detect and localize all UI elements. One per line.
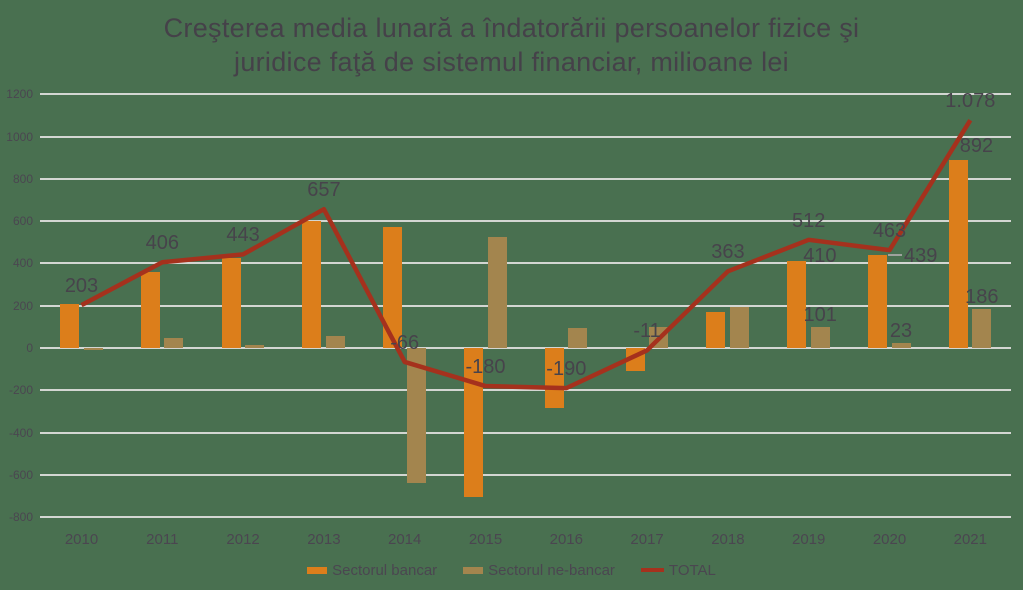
bar-sectorul-ne-bancar <box>568 327 588 348</box>
y-gridline <box>40 389 1011 392</box>
y-tick-label: -200 <box>8 383 33 398</box>
legend-label: Sectorul bancar <box>332 561 438 579</box>
total-label: -66 <box>390 331 420 354</box>
total-label: 463 <box>872 220 907 243</box>
total-label: 443 <box>226 224 260 247</box>
y-gridline <box>40 177 1011 180</box>
bar-label-bancar: 439 <box>904 245 938 268</box>
bar-sectorul-bancar <box>140 271 160 348</box>
x-tick-label: 2015 <box>468 531 503 548</box>
bar-sectorul-ne-bancar <box>325 335 345 348</box>
x-tick-label: 2017 <box>630 531 664 548</box>
total-label: 203 <box>64 275 99 298</box>
legend-swatch-rect <box>307 566 328 574</box>
y-tick-label: 600 <box>12 214 33 229</box>
legend-swatch-line <box>640 568 664 572</box>
bar-label-ne-bancar: 23 <box>889 320 913 343</box>
bar-sectorul-ne-bancar <box>245 344 265 348</box>
y-tick-label: -800 <box>8 510 33 525</box>
y-gridline <box>40 431 1011 434</box>
total-label: -180 <box>465 356 506 379</box>
y-tick-label: 0 <box>26 341 33 355</box>
bar-sectorul-bancar <box>706 312 726 348</box>
y-tick-label: -400 <box>8 425 33 440</box>
total-label: -11 <box>633 320 661 343</box>
bar-sectorul-ne-bancar <box>972 308 992 348</box>
y-tick-label: -600 <box>8 467 33 482</box>
x-tick-label: 2016 <box>549 531 583 548</box>
bar-sectorul-ne-bancar <box>83 348 103 350</box>
total-label: 406 <box>145 232 179 255</box>
legend-item-total: TOTAL <box>640 561 716 579</box>
legend-item-ne-bancar: Sectorul ne-bancar <box>463 562 615 579</box>
y-gridline <box>40 347 1011 349</box>
bar-sectorul-bancar <box>221 257 241 348</box>
y-tick-label: 200 <box>12 298 33 313</box>
x-tick-label: 2011 <box>146 531 179 548</box>
bar-sectorul-ne-bancar <box>810 326 830 348</box>
x-tick-label: 2010 <box>64 531 99 548</box>
bar-label-bancar: 892 <box>959 134 994 157</box>
bar-sectorul-bancar <box>625 348 645 372</box>
bar-label-bancar: 410 <box>803 245 837 268</box>
legend-item-bancar: Sectorul bancar <box>307 562 437 579</box>
bar-sectorul-bancar <box>302 221 322 348</box>
x-tick-label: 2014 <box>388 531 422 548</box>
y-gridline <box>40 93 1011 96</box>
y-gridline <box>40 262 1011 265</box>
label-leader-line <box>888 254 902 257</box>
chart-title: Creşterea media lunară a îndatorării per… <box>0 11 1023 79</box>
total-label: 512 <box>792 209 826 232</box>
bar-sectorul-ne-bancar <box>406 348 426 484</box>
bar-sectorul-ne-bancar <box>164 338 184 348</box>
x-tick-label: 2020 <box>872 531 907 548</box>
y-gridline <box>40 516 1011 519</box>
bar-label-ne-bancar: 101 <box>803 303 837 326</box>
total-label: 657 <box>307 179 341 202</box>
chart-title-line1: Creşterea media lunară a îndatorării per… <box>163 13 860 43</box>
bar-sectorul-bancar <box>60 303 79 348</box>
y-tick-label: 1200 <box>6 87 33 102</box>
bar-label-ne-bancar: 186 <box>965 285 999 308</box>
x-tick-label: 2018 <box>711 531 745 548</box>
x-tick-label: 2021 <box>953 531 987 548</box>
total-label: -190 <box>546 358 587 381</box>
y-gridline <box>40 304 1011 307</box>
bar-sectorul-ne-bancar <box>487 237 507 348</box>
total-label: 1.078 <box>945 90 996 113</box>
y-tick-label: 800 <box>12 171 33 186</box>
total-label: 363 <box>711 241 745 264</box>
legend-label: Sectorul ne-bancar <box>488 561 615 579</box>
x-tick-label: 2019 <box>792 531 826 548</box>
bar-sectorul-ne-bancar <box>891 343 911 348</box>
bar-sectorul-ne-bancar <box>729 307 749 348</box>
x-tick-label: 2012 <box>226 531 260 548</box>
y-tick-label: 1000 <box>6 129 33 144</box>
y-gridline <box>40 473 1011 476</box>
legend: Sectorul bancar Sectorul ne-bancar TOTAL <box>0 559 1023 581</box>
y-gridline <box>40 135 1011 138</box>
legend-swatch-rect <box>463 566 484 574</box>
x-tick-label: 2013 <box>307 531 341 548</box>
bar-sectorul-bancar <box>383 226 403 348</box>
bar-sectorul-bancar <box>948 159 968 348</box>
y-tick-label: 400 <box>12 256 33 271</box>
chart-title-line2: juridice faţă de sistemul financiar, mil… <box>234 47 789 77</box>
legend-label: TOTAL <box>668 561 716 579</box>
